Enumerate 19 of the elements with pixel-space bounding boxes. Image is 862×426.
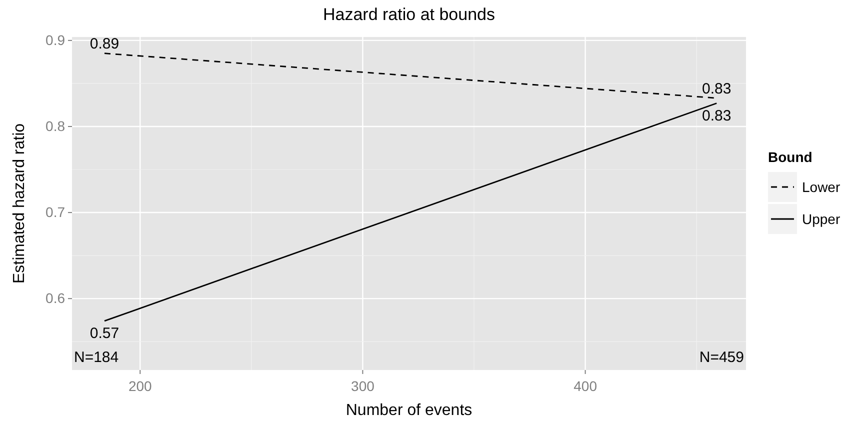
y-tick-label: 0.9 — [46, 32, 66, 48]
data-label: 0.89 — [90, 36, 120, 53]
annotation: N=459 — [699, 349, 744, 366]
y-axis-title: Estimated hazard ratio — [11, 123, 28, 284]
x-axis-title: Number of events — [346, 402, 472, 419]
data-label: 0.57 — [90, 325, 120, 342]
x-tick-label: 400 — [574, 378, 598, 394]
legend-title: Bound — [768, 149, 812, 165]
chart-title: Hazard ratio at bounds — [323, 5, 495, 24]
legend-label: Upper — [802, 210, 840, 227]
data-label: 0.83 — [702, 80, 732, 98]
data-label: 0.83 — [702, 108, 732, 125]
y-tick-label: 0.6 — [46, 290, 66, 306]
y-tick-label: 0.8 — [46, 118, 66, 134]
annotation: N=184 — [74, 349, 119, 366]
legend-label: Lower — [802, 178, 840, 195]
y-tick-label: 0.7 — [46, 204, 66, 220]
x-tick-label: 200 — [128, 378, 152, 394]
x-tick-label: 300 — [351, 378, 375, 394]
